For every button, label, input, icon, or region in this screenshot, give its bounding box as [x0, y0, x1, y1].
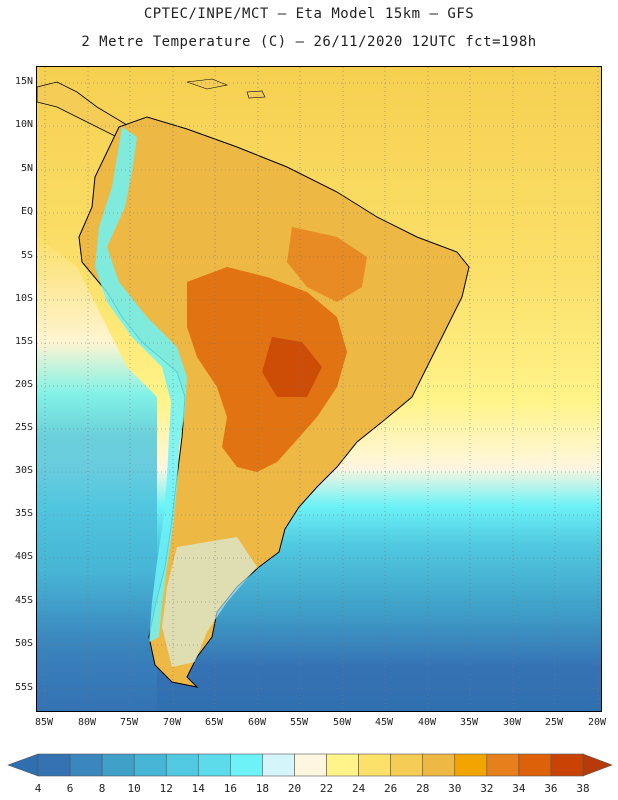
colorbar-label: 32	[480, 782, 494, 795]
colorbar-label: 6	[66, 782, 74, 795]
colorbar-label: 38	[576, 782, 590, 795]
lat-label: EQ	[20, 206, 33, 217]
colorbar-bin	[326, 753, 359, 777]
lon-label: 75W	[119, 717, 139, 728]
colorbar-label: 24	[351, 782, 366, 795]
lat-label: 50S	[14, 638, 33, 649]
lon-label: 60W	[247, 717, 267, 728]
lat-label: 30S	[14, 465, 33, 476]
colorbar-bin	[165, 753, 199, 777]
colorbar-label: 36	[544, 782, 558, 795]
colorbar-bin	[422, 753, 456, 777]
colorbar-bin	[358, 753, 391, 777]
colorbar-label: 10	[127, 782, 141, 795]
hottest-core-region	[262, 337, 322, 397]
colorbar-above-arrow	[582, 753, 613, 777]
lat-label: 5S	[20, 250, 33, 261]
colorbar-label: 12	[159, 782, 173, 795]
colorbar-label: 34	[512, 782, 526, 795]
warm-northeast-region	[287, 227, 367, 302]
lon-label: 80W	[77, 717, 97, 728]
temperature-map	[36, 66, 602, 712]
colorbar-label: 28	[416, 782, 430, 795]
lon-label: 55W	[289, 717, 309, 728]
colorbar-label: 20	[287, 782, 302, 795]
lat-label: 10S	[14, 293, 33, 304]
lat-label: 45S	[14, 595, 33, 606]
colorbar-below-arrow	[7, 753, 39, 777]
colorbar-label: 4	[34, 782, 42, 795]
lat-label: 15S	[14, 336, 33, 347]
colorbar-bin	[294, 753, 327, 777]
lon-label: 50W	[332, 717, 352, 728]
andes-cool-strip	[95, 127, 187, 642]
lon-label: 65W	[204, 717, 224, 728]
lon-label: 70W	[162, 717, 182, 728]
colorbar-bin	[101, 753, 135, 777]
lon-label: 45W	[374, 717, 394, 728]
lon-label: 25W	[544, 717, 564, 728]
colorbar-bin	[37, 753, 71, 777]
colorbar-label: 14	[191, 782, 205, 795]
colorbar-bin	[133, 753, 167, 777]
temperature-map-canvas	[37, 67, 601, 711]
colorbar	[7, 753, 613, 777]
colorbar-bin	[454, 753, 488, 777]
lat-label: 20S	[14, 379, 33, 390]
colorbar-bin	[486, 753, 520, 777]
colorbar-label: 18	[255, 782, 270, 795]
colorbar-bin	[197, 753, 231, 777]
caribbean-island	[186, 78, 229, 90]
lat-label: 35S	[14, 508, 33, 519]
lon-label: 20W	[587, 717, 607, 728]
colorbar-bin	[550, 753, 584, 777]
lat-label: 10N	[14, 119, 33, 130]
colorbar-bin	[390, 753, 424, 777]
colorbar-label: 30	[448, 782, 462, 795]
lat-label: 15N	[14, 76, 33, 87]
lat-label: 55S	[14, 682, 33, 693]
caribbean-island	[246, 90, 266, 99]
lat-label: 5N	[20, 163, 33, 174]
map-title-line-1: CPTEC/INPE/MCT – Eta Model 15km – GFS	[143, 6, 475, 22]
lon-label: 40W	[417, 717, 437, 728]
colorbar-bin	[69, 753, 103, 777]
lat-label: 25S	[14, 422, 33, 433]
colorbar-bin	[230, 753, 263, 777]
lat-label: 40S	[14, 551, 33, 562]
lon-label: 85W	[34, 717, 54, 728]
colorbar-label: 16	[223, 782, 237, 795]
colorbar-label: 8	[98, 782, 106, 795]
lon-label: 30W	[502, 717, 522, 728]
colorbar-label: 22	[319, 782, 334, 795]
map-title-line-2: 2 Metre Temperature (C) – 26/11/2020 12U…	[81, 34, 537, 50]
colorbar-bin	[262, 753, 295, 777]
colorbar-label: 26	[384, 782, 398, 795]
pacific-ocean-field	[37, 237, 157, 711]
lon-label: 35W	[459, 717, 479, 728]
colorbar-bin	[518, 753, 552, 777]
